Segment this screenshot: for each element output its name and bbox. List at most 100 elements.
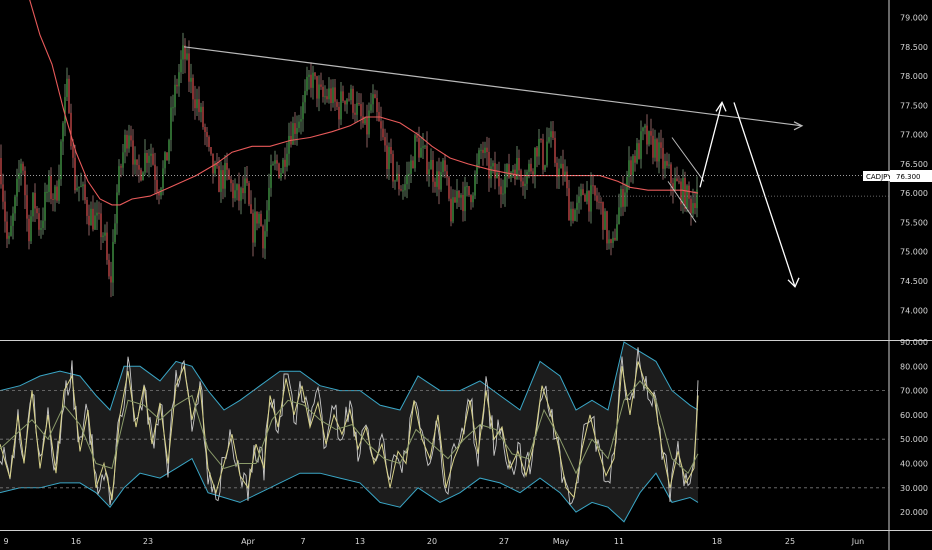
candle-body [574,209,576,221]
projection-down-arrowhead [787,277,800,288]
candle-body [424,145,426,147]
candle-body [644,125,646,128]
candle-body [608,239,610,244]
candle-body [90,208,92,226]
candle-body [16,178,18,197]
candle-body [244,178,246,194]
candle-body [456,191,458,203]
candle-body [590,185,592,212]
candle-body [306,76,308,92]
candle-body [668,164,670,166]
candle-body [8,235,10,239]
candle-body [0,158,2,185]
candle-body [116,192,118,224]
candle-body [484,147,486,153]
candle-body [560,163,562,169]
candle-body [490,166,492,179]
candle-body [380,121,382,129]
price-axis[interactable]: 79.000 78.500 78.000 77.500 77.000 76.500 76.0… [900,14,928,316]
candle-body [596,195,598,202]
time-tick-label: 18 [712,537,722,546]
oscillator-tick-label: 40.000 [900,460,928,469]
candle-body [342,91,344,101]
candle-body [272,163,274,165]
candle-body [634,155,636,163]
candle-body [278,163,280,178]
candle-body [694,203,696,208]
candle-body [598,201,600,203]
candle-body [14,196,16,214]
candle-body [150,153,152,156]
candle-body [128,135,130,149]
candle-body [628,160,630,177]
candle-body [686,185,688,209]
candle-body [104,232,106,236]
candle-body [518,158,520,171]
candle-body [152,153,154,165]
oscillator-pane[interactable] [0,341,889,523]
candle-body [268,187,270,211]
candle-body [636,143,638,163]
candle-body [216,163,218,167]
candle-body [68,78,70,113]
candle-body [326,96,328,100]
candle-body [658,142,660,162]
candle-body [496,172,498,179]
candle-body [4,201,6,222]
candle-body [32,192,34,217]
candle-body [82,184,84,187]
candle-body [280,173,282,178]
candle-body [26,195,28,219]
time-axis[interactable]: 9 16 23 Apr 7 13 20 27 May 11 18 25 Jun [3,537,864,546]
candle-body [482,149,484,153]
candle-body [578,196,580,203]
candle-body [554,137,556,163]
candle-body [126,134,128,149]
candle-body [110,276,112,283]
candle-body [84,184,86,201]
candle-body [334,87,336,102]
candle-body [446,171,448,178]
candle-body [444,160,446,172]
candle-body [576,202,578,210]
candle-body [414,135,416,169]
candle-body [556,162,558,177]
candle-body [218,166,220,192]
candle-body [314,72,316,77]
candle-body [396,173,398,181]
candle-body [56,186,58,201]
candle-body [172,107,174,109]
candle-body [22,163,24,171]
candle-body [140,169,142,181]
oscillator-axis[interactable]: 90.000 80.000 70.000 60.000 50.000 40.000 30.0… [900,338,928,517]
candle-body [158,192,160,196]
candle-body [358,103,360,105]
candle-body [198,99,200,113]
candle-body [138,165,140,170]
candle-body [194,99,196,109]
candle-body [566,171,568,189]
candle-body [356,103,358,115]
candle-body [264,231,266,249]
candle-body [612,237,614,243]
price-tick-label: 76.000 [900,189,928,198]
candle-body [366,117,368,135]
candle-body [606,211,608,244]
price-tick-label: 78.000 [900,72,928,81]
candle-body [552,131,554,138]
candle-body [130,135,132,141]
candle-body [602,202,604,230]
oscillator-raw-line [0,347,699,506]
candle-body [276,160,278,164]
candle-body [118,166,120,193]
candle-body [146,153,148,163]
candle-body [34,192,36,209]
candle-body [454,197,456,203]
candle-body [650,131,652,136]
candle-body [258,213,260,224]
time-tick-label: 13 [355,537,365,546]
candle-body [620,189,622,208]
candle-body [672,183,674,191]
candle-body [662,147,664,169]
